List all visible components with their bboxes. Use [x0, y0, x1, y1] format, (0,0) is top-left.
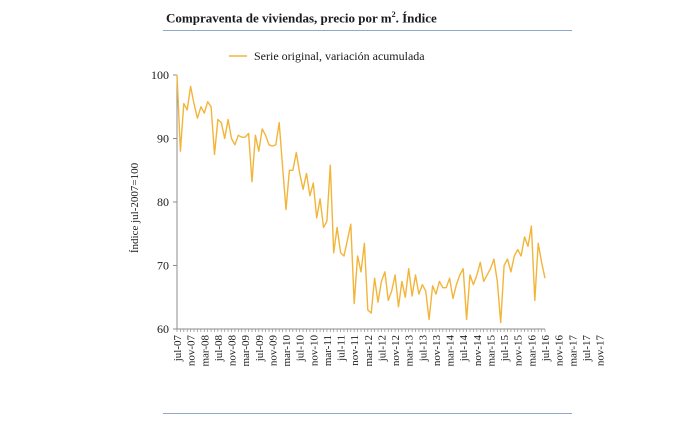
x-tick-label: nov-11	[349, 335, 361, 366]
x-tick-label: jul-17	[581, 335, 593, 363]
x-tick-label: mar-09	[240, 335, 252, 367]
chart-title-bar: Compraventa de viviendas, precio por m2.…	[162, 6, 574, 30]
x-tick-label: jul-16	[540, 335, 552, 363]
x-tick-label: mar-12	[363, 335, 375, 367]
x-tick-label: mar-14	[445, 335, 457, 367]
x-tick-label: nov-08	[227, 335, 239, 367]
y-tick-label: 90	[157, 132, 169, 146]
x-tick-label: jul-09	[254, 335, 266, 363]
chart-title: Compraventa de viviendas, precio por m2.…	[166, 10, 437, 26]
legend-label: Serie original, variación acumulada	[254, 49, 425, 63]
x-tick-label: nov-17	[595, 335, 607, 367]
series-line	[176, 74, 546, 324]
x-tick-label: mar-13	[404, 335, 416, 367]
x-tick-label: nov-16	[554, 335, 566, 367]
x-tick-label: nov-12	[390, 335, 402, 366]
x-tick-label: mar-10	[281, 335, 293, 367]
x-tick-label: jul-11	[336, 335, 348, 362]
plot-area	[176, 74, 546, 324]
y-tick-label: 100	[151, 68, 169, 82]
chart-title-superscript: 2	[391, 10, 396, 19]
x-tick-label: jul-07	[172, 335, 184, 363]
x-tick-label: mar-15	[485, 335, 497, 367]
chart-title-main: Compraventa de viviendas, precio por m	[166, 10, 392, 26]
legend: Serie original, variación acumulada	[229, 49, 425, 63]
y-tick-label: 60	[157, 322, 169, 336]
x-tick-label: nov-15	[513, 335, 525, 367]
x-tick-label: nov-07	[186, 335, 198, 367]
x-tick-label: mar-16	[526, 335, 538, 367]
x-tick-label: mar-08	[199, 335, 211, 367]
x-tick-label: nov-13	[431, 335, 443, 367]
y-axis-label: Índice jul-2007=100	[129, 162, 141, 253]
x-tick-label: nov-14	[472, 335, 484, 367]
y-tick-label: 80	[157, 195, 169, 209]
x-tick-label: nov-10	[308, 335, 320, 367]
x-tick-label: jul-10	[295, 335, 307, 363]
y-tick-label: 70	[157, 259, 169, 273]
x-tick-label: mar-17	[567, 335, 579, 367]
chart-title-tail: . Índice	[395, 10, 437, 26]
x-tick-label: jul-15	[499, 335, 511, 363]
x-tick-label: jul-13	[417, 335, 429, 363]
x-tick-label: jul-12	[376, 335, 388, 362]
x-tick-label: jul-08	[213, 335, 225, 363]
x-tick-label: jul-14	[458, 335, 470, 363]
x-tick-label: mar-11	[322, 335, 334, 366]
top-divider	[163, 30, 572, 31]
bottom-divider	[163, 413, 572, 414]
x-tick-label: nov-09	[267, 335, 279, 367]
